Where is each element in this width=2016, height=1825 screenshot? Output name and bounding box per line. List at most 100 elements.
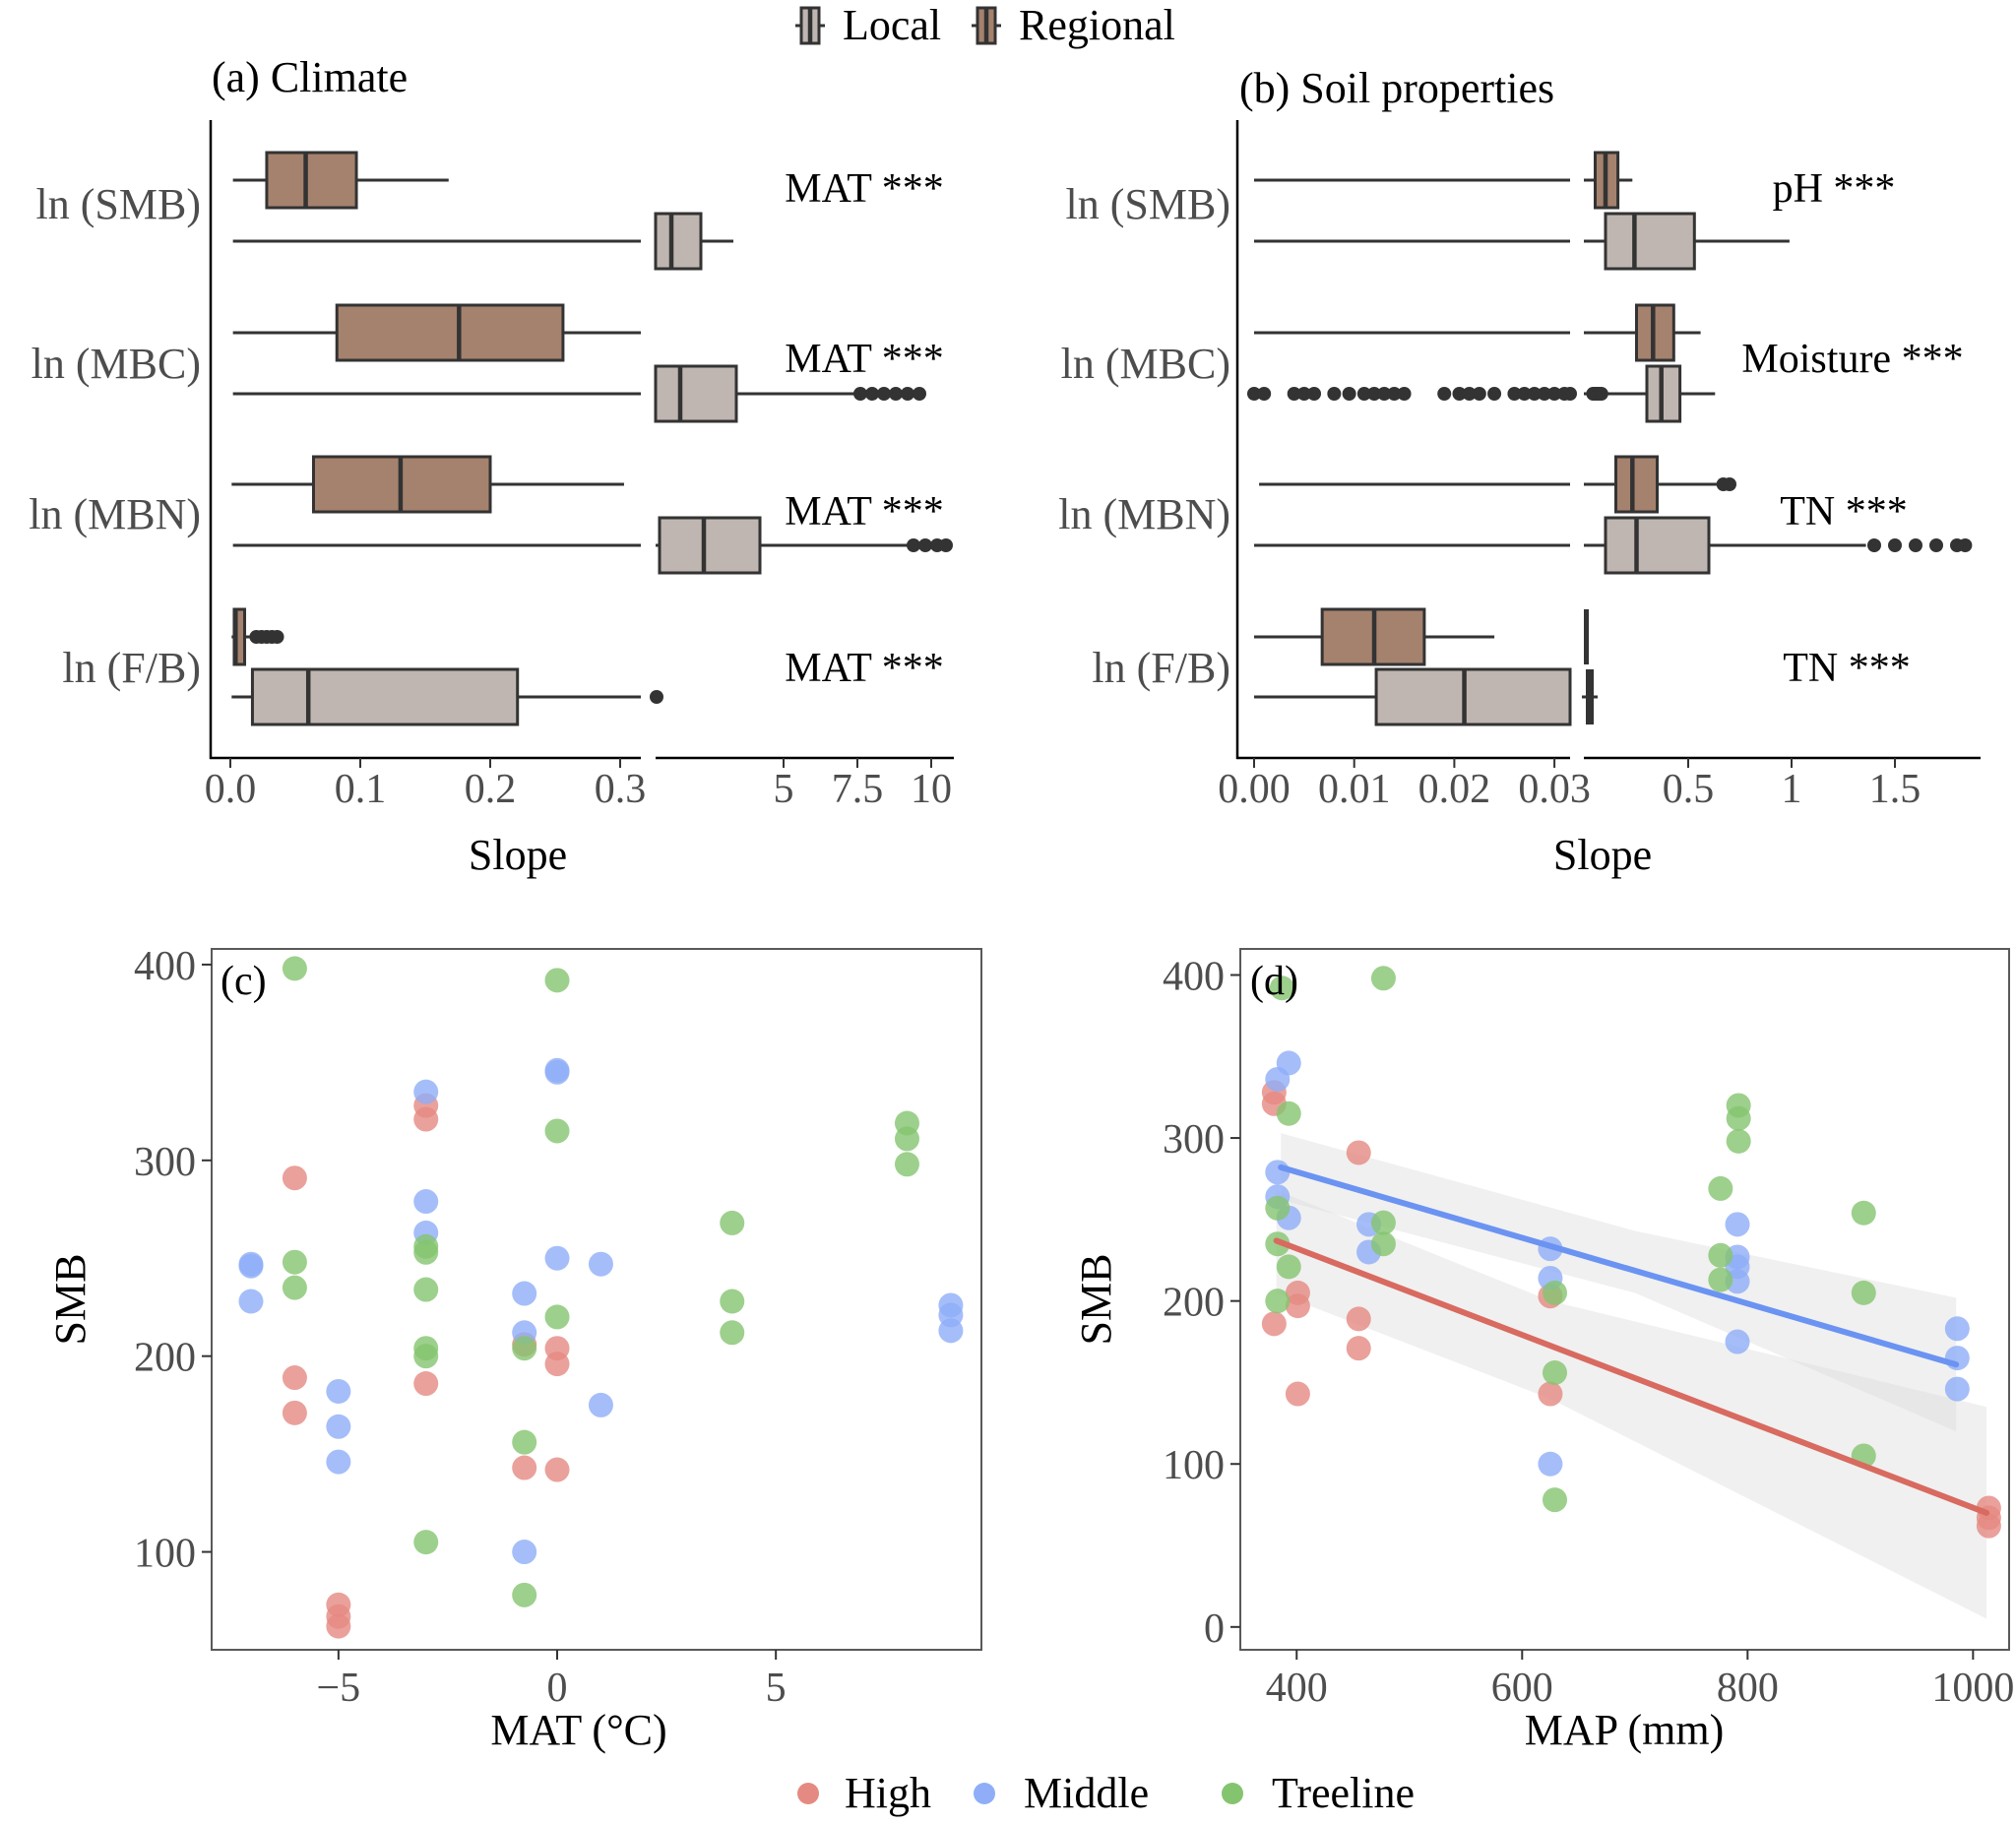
- outlier-point: [1462, 387, 1477, 401]
- outlier-point: [1958, 538, 1973, 552]
- panel-b-category-mbn: ln (MBN): [1058, 490, 1230, 538]
- panel-d-confidence-bands: [1276, 1133, 1987, 1619]
- point-treeline: [1265, 1289, 1291, 1314]
- legend-high-swatch: [797, 1783, 819, 1804]
- box-local-3: [231, 667, 663, 726]
- outlier-point: [1723, 477, 1736, 491]
- x-tick-label: 0.00: [1218, 767, 1291, 812]
- outlier-point: [1888, 538, 1902, 552]
- point-treeline: [413, 1277, 439, 1302]
- outlier-point: [865, 387, 879, 401]
- box-iqr: [654, 212, 703, 271]
- point-treeline: [1276, 1101, 1301, 1126]
- outlier-point: [1296, 387, 1311, 401]
- panel-b-x-ticks: 0.00 0.01 0.02 0.03 0.5 1 1.5: [1218, 758, 1921, 812]
- point-treeline: [544, 1304, 570, 1330]
- panel-c-ticks: −5 0 5 100 200 300 400: [134, 944, 787, 1711]
- point-high: [282, 1365, 307, 1391]
- point-treeline: [512, 1429, 537, 1455]
- point-high: [544, 1352, 570, 1377]
- panel-a-category-fb: ln (F/B): [62, 644, 201, 692]
- panel-b-category-smb: ln (SMB): [1066, 180, 1230, 228]
- box-local-0: [1254, 212, 1790, 271]
- point-treeline: [1370, 1231, 1396, 1257]
- point-middle: [938, 1318, 964, 1344]
- outlier-point: [1342, 387, 1356, 401]
- point-high: [282, 1400, 307, 1425]
- legend-high-label: High: [845, 1769, 931, 1817]
- legend-middle-swatch: [974, 1783, 995, 1804]
- outlier-point: [853, 387, 867, 401]
- y-tick-label: 400: [134, 944, 196, 989]
- box-iqr: [1374, 667, 1572, 726]
- point-middle: [1725, 1212, 1750, 1237]
- box-regional-1: [1254, 303, 1701, 362]
- box-iqr: [654, 364, 738, 423]
- panel-c-points: [238, 956, 964, 1639]
- y-tick-label: 0: [1204, 1606, 1225, 1652]
- outlier-point: [1287, 387, 1301, 401]
- point-treeline: [1708, 1242, 1733, 1268]
- outlier-point: [1437, 387, 1452, 401]
- outlier-point: [1387, 387, 1402, 401]
- box-regional-1: [232, 303, 641, 362]
- point-high: [1346, 1140, 1371, 1165]
- x-tick-label: 800: [1717, 1666, 1779, 1711]
- point-middle: [588, 1392, 613, 1417]
- panel-b-annotation-mbc: Moisture ***: [1741, 337, 1963, 382]
- point-middle: [326, 1449, 351, 1475]
- x-tick-label: 0.02: [1418, 767, 1491, 812]
- box-local-1: [232, 364, 926, 423]
- panel-a-title: (a) Climate: [212, 53, 408, 101]
- box-iqr: [1604, 516, 1711, 575]
- outlier-point: [1472, 387, 1486, 401]
- panel-b-category-fb: ln (F/B): [1092, 644, 1230, 692]
- box-regional-0: [1254, 151, 1633, 210]
- outlier-point: [1527, 387, 1542, 401]
- point-treeline: [1851, 1200, 1876, 1226]
- outlier-point: [1929, 538, 1943, 552]
- box-iqr: [250, 667, 520, 726]
- panel-d-frame: [1239, 948, 2010, 1651]
- point-high: [282, 1165, 307, 1191]
- outlier-point: [901, 387, 914, 401]
- point-treeline: [1370, 1210, 1396, 1235]
- point-treeline: [1265, 1195, 1291, 1221]
- outlier-point: [1247, 387, 1261, 401]
- box-local-3: [1254, 667, 1598, 726]
- y-tick-label: 200: [1163, 1281, 1225, 1326]
- panel-a-annotation-mbc: MAT ***: [785, 337, 943, 382]
- panel-a-category-smb: ln (SMB): [36, 180, 201, 228]
- x-tick-label: 0: [547, 1666, 568, 1711]
- legend-item-local: Local: [795, 1, 941, 49]
- box-local-2: [1254, 516, 1973, 575]
- box-iqr: [1604, 212, 1696, 271]
- point-high: [544, 1457, 570, 1482]
- confidence-band-high: [1276, 1190, 1987, 1619]
- point-treeline: [1269, 975, 1294, 1001]
- panel-d-ticks: 400 600 800 1000 0 100 200 300 400: [1163, 954, 2014, 1711]
- point-treeline: [1726, 1105, 1751, 1131]
- panel-b-annotation-fb: TN ***: [1783, 646, 1911, 691]
- box-regional-0: [232, 151, 449, 210]
- point-treeline: [720, 1289, 745, 1314]
- outlier-point: [1377, 387, 1392, 401]
- panel-b-title: (b) Soil properties: [1239, 64, 1554, 112]
- panel-a-category-mbn: ln (MBN): [29, 490, 201, 538]
- outlier-point: [1547, 387, 1562, 401]
- panel-b-annotation-smb: pH ***: [1773, 166, 1896, 212]
- outlier-point: [1507, 387, 1522, 401]
- point-middle: [1538, 1451, 1563, 1477]
- outlier-point: [1327, 387, 1342, 401]
- x-tick-label: −5: [317, 1666, 361, 1711]
- outlier-point: [939, 538, 953, 552]
- x-tick-label: 400: [1266, 1666, 1328, 1711]
- panel-a-category-mbc: ln (MBC): [32, 340, 201, 388]
- box-local-2: [232, 516, 953, 575]
- outlier-point: [1517, 387, 1532, 401]
- legend-treeline-label: Treeline: [1272, 1769, 1415, 1817]
- panel-b-x-title: Slope: [1553, 831, 1652, 879]
- point-treeline: [1543, 1360, 1567, 1386]
- point-treeline: [1708, 1267, 1733, 1292]
- x-tick-label: 0.1: [335, 767, 387, 812]
